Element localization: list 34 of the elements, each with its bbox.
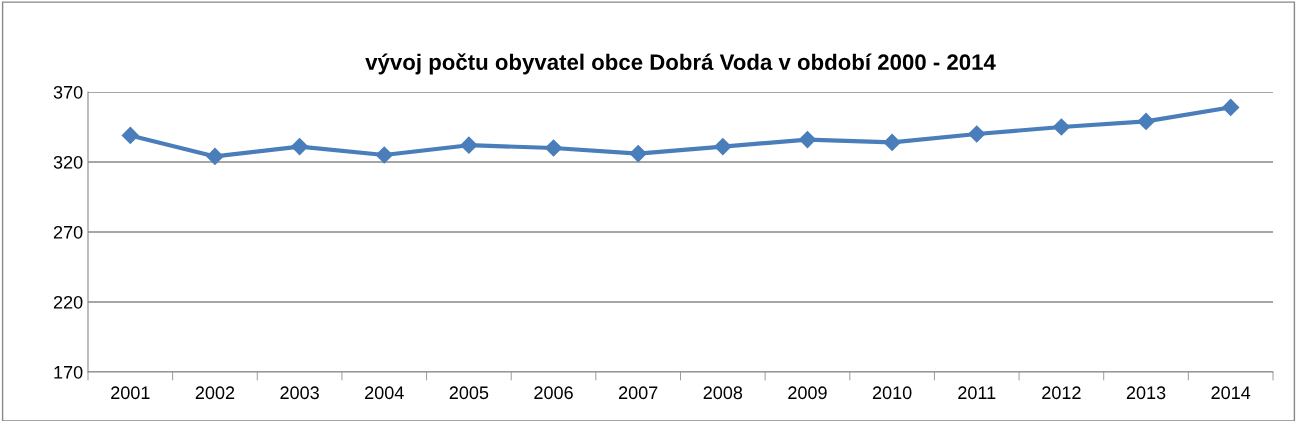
x-tick-label: 2007 (619, 386, 658, 400)
x-tick-label: 2001 (111, 386, 150, 400)
x-tick-label: 2006 (534, 386, 573, 400)
point (375, 146, 393, 164)
point (1052, 118, 1070, 136)
point (629, 145, 647, 163)
point (968, 125, 986, 143)
point (206, 147, 224, 165)
x-tick-label: 2013 (1126, 386, 1166, 400)
x-tick-label: 2014 (1211, 386, 1251, 400)
x-tick-label: 2008 (703, 386, 743, 400)
y-tick-label: 370 (53, 85, 83, 99)
y-tick-label: 220 (53, 295, 83, 309)
point (291, 138, 309, 156)
point (883, 133, 901, 151)
point (714, 138, 732, 156)
x-tick-label: 2003 (280, 386, 319, 400)
x-tick-label: 2012 (1042, 386, 1081, 400)
x-tick-label: 2009 (788, 386, 827, 400)
y-tick-label: 170 (54, 365, 83, 379)
x-tick-label: 2005 (449, 386, 489, 400)
y-tick-label: 270 (53, 225, 83, 239)
point (544, 139, 563, 157)
point (460, 136, 478, 154)
x-tick-label: 2004 (365, 386, 404, 400)
point (798, 131, 817, 149)
chart-title: vývoj počtu obyvatel obce Dobrá Voda v období 2000 - 2014 (365, 53, 996, 75)
point (1137, 112, 1155, 130)
point (1222, 98, 1240, 116)
point (121, 126, 139, 144)
x-tick-label: 2010 (872, 386, 912, 400)
y-tick-label: 320 (53, 155, 83, 169)
x-tick-label: 2002 (195, 386, 235, 400)
x-tick-label: 2011 (958, 386, 996, 400)
